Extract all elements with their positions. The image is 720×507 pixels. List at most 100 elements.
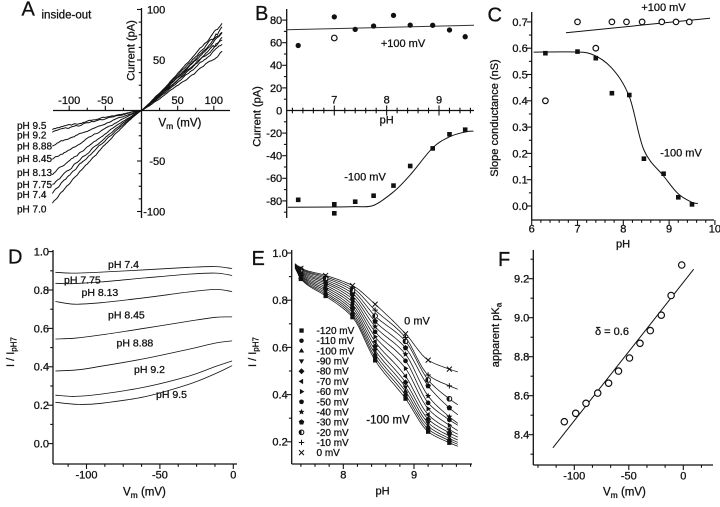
svg-text:80: 80 xyxy=(270,15,282,27)
svg-text:-70 mV: -70 mV xyxy=(317,377,350,388)
svg-text:0: 0 xyxy=(276,105,282,117)
svg-text:0.6: 0.6 xyxy=(272,342,287,354)
svg-text:0.8: 0.8 xyxy=(34,285,49,297)
svg-text:-100: -100 xyxy=(75,469,97,481)
svg-text:pH 8.88: pH 8.88 xyxy=(117,338,154,350)
svg-text:0: 0 xyxy=(230,469,236,481)
svg-text:pH 9.2: pH 9.2 xyxy=(134,364,165,376)
svg-text:apparent pKa: apparent pKa xyxy=(490,302,504,367)
svg-text:6: 6 xyxy=(529,223,535,235)
svg-text:Vm (mV): Vm (mV) xyxy=(159,117,202,130)
svg-text:pH 9.5: pH 9.5 xyxy=(17,121,47,132)
svg-text:8: 8 xyxy=(340,469,346,481)
svg-text:0 mV: 0 mV xyxy=(404,316,430,328)
svg-text:20: 20 xyxy=(270,83,282,95)
svg-text:8: 8 xyxy=(620,223,626,235)
svg-text:-20 mV: -20 mV xyxy=(317,428,350,439)
svg-text:9.0: 9.0 xyxy=(514,313,529,325)
svg-text:+100 mV: +100 mV xyxy=(381,38,426,50)
svg-text:Current (pA): Current (pA) xyxy=(251,86,263,147)
svg-text:8.8: 8.8 xyxy=(514,352,529,364)
svg-text:pH 8.13: pH 8.13 xyxy=(17,168,52,179)
svg-text:-60 mV: -60 mV xyxy=(317,387,350,398)
svg-text:-40 mV: -40 mV xyxy=(317,407,350,418)
svg-text:60: 60 xyxy=(270,38,282,50)
svg-text:Slope conductance (nS): Slope conductance (nS) xyxy=(489,59,501,176)
svg-text:10: 10 xyxy=(709,223,720,235)
svg-text:-100: -100 xyxy=(563,470,585,482)
svg-text:0.6: 0.6 xyxy=(512,43,527,55)
svg-text:9: 9 xyxy=(666,223,672,235)
svg-text:0.1: 0.1 xyxy=(512,175,527,187)
svg-text:pH 8.45: pH 8.45 xyxy=(108,309,145,321)
svg-text:A: A xyxy=(22,0,36,21)
svg-text:pH 7.4: pH 7.4 xyxy=(108,259,139,271)
svg-text:0.3: 0.3 xyxy=(512,122,527,134)
svg-text:1.0: 1.0 xyxy=(34,246,49,258)
svg-text:pH: pH xyxy=(380,114,394,126)
svg-text:pH 7.75: pH 7.75 xyxy=(17,180,52,191)
svg-text:-100: -100 xyxy=(58,95,80,107)
svg-text:+100 mV: +100 mV xyxy=(641,2,686,14)
svg-text:-60: -60 xyxy=(266,173,282,185)
svg-text:B: B xyxy=(255,3,268,25)
svg-text:9.2: 9.2 xyxy=(514,274,529,286)
svg-text:-40: -40 xyxy=(266,151,282,163)
svg-text:pH 8.13: pH 8.13 xyxy=(82,287,119,299)
svg-text:1.0: 1.0 xyxy=(272,248,287,260)
svg-text:Current (pA): Current (pA) xyxy=(125,20,137,81)
svg-text:0.4: 0.4 xyxy=(34,362,49,374)
svg-text:Vm (mV): Vm (mV) xyxy=(123,487,166,501)
svg-text:E: E xyxy=(252,248,265,270)
svg-text:40: 40 xyxy=(270,60,282,72)
svg-text:8.4: 8.4 xyxy=(514,430,529,442)
svg-text:0.6: 0.6 xyxy=(34,323,49,335)
svg-text:0.4: 0.4 xyxy=(512,96,527,108)
svg-text:9: 9 xyxy=(411,469,417,481)
svg-text:-100 mV: -100 mV xyxy=(344,172,386,184)
svg-text:-110 mV: -110 mV xyxy=(317,336,354,347)
svg-text:-50: -50 xyxy=(621,470,637,482)
svg-text:50: 50 xyxy=(153,55,165,67)
svg-text:-50: -50 xyxy=(97,95,113,107)
svg-text:pH 8.88: pH 8.88 xyxy=(17,141,52,152)
svg-text:7: 7 xyxy=(574,223,580,235)
svg-text:-50 mV: -50 mV xyxy=(317,397,350,408)
svg-text:-30 mV: -30 mV xyxy=(317,418,350,429)
svg-text:0: 0 xyxy=(680,470,686,482)
svg-text:pH 9.2: pH 9.2 xyxy=(17,130,47,141)
svg-text:pH 7.75: pH 7.75 xyxy=(64,274,101,286)
svg-text:-100 mV: -100 mV xyxy=(317,346,355,357)
svg-text:-10 mV: -10 mV xyxy=(317,438,350,449)
svg-text:pH: pH xyxy=(375,485,389,497)
svg-text:100: 100 xyxy=(147,4,165,16)
svg-text:-120 mV: -120 mV xyxy=(317,326,355,337)
svg-text:9: 9 xyxy=(436,94,442,106)
svg-text:8.6: 8.6 xyxy=(514,391,529,403)
svg-text:0.2: 0.2 xyxy=(272,437,287,449)
svg-text:F: F xyxy=(498,249,510,271)
svg-text:0.4: 0.4 xyxy=(272,389,287,401)
svg-text:-50: -50 xyxy=(149,156,165,168)
svg-text:D: D xyxy=(8,247,22,269)
svg-text:pH 7.0: pH 7.0 xyxy=(17,204,47,215)
svg-text:pH: pH xyxy=(616,238,630,250)
svg-text:inside-out: inside-out xyxy=(42,9,93,21)
svg-text:-100 mV: -100 mV xyxy=(660,148,702,160)
svg-text:δ = 0.6: δ = 0.6 xyxy=(595,326,629,338)
svg-text:C: C xyxy=(488,5,502,27)
svg-text:-100: -100 xyxy=(143,206,165,218)
svg-text:8: 8 xyxy=(384,94,390,106)
svg-text:-90 mV: -90 mV xyxy=(317,357,350,368)
svg-text:-100 mV: -100 mV xyxy=(366,415,410,427)
svg-text:-80 mV: -80 mV xyxy=(317,367,350,378)
svg-text:-20: -20 xyxy=(266,128,282,140)
svg-text:-50: -50 xyxy=(152,469,168,481)
svg-text:0.2: 0.2 xyxy=(512,148,527,160)
svg-text:0.5: 0.5 xyxy=(512,69,527,81)
svg-text:50: 50 xyxy=(172,95,184,107)
svg-text:7: 7 xyxy=(331,94,337,106)
svg-text:pH 9.5: pH 9.5 xyxy=(156,389,187,401)
svg-text:pH 7.4: pH 7.4 xyxy=(17,190,47,201)
svg-text:0.0: 0.0 xyxy=(512,201,527,213)
